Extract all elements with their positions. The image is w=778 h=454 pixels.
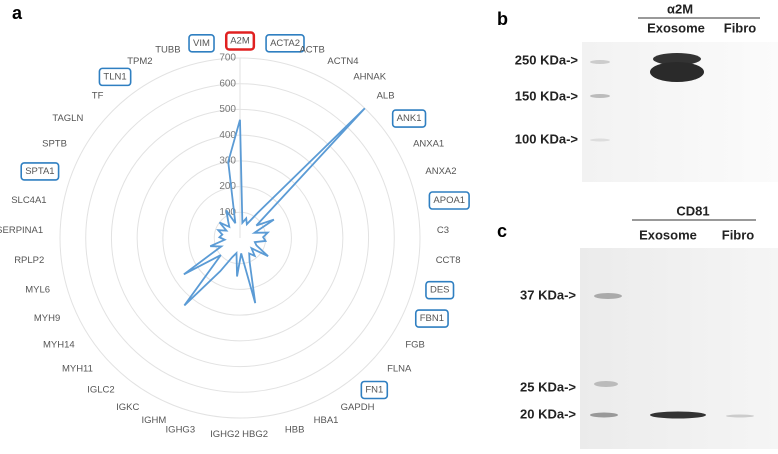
category-label: FBN1 <box>420 313 444 324</box>
category-label: TAGLN <box>52 113 83 124</box>
blot-title: α2M <box>667 1 693 16</box>
category-label: SPTB <box>42 138 67 149</box>
blot <box>580 248 778 449</box>
r-tick-label: 600 <box>219 78 236 89</box>
category-label: DES <box>430 285 450 296</box>
category-label: APOA1 <box>433 195 465 206</box>
category-label: CCT8 <box>436 255 461 266</box>
category-label: ALB <box>377 91 395 102</box>
band <box>590 412 618 418</box>
label-box <box>265 34 305 53</box>
category-label: AHNAK <box>353 71 386 82</box>
band <box>650 62 704 82</box>
radar-line <box>183 107 366 307</box>
category-label: FGB <box>405 340 425 351</box>
r-tick-label: 700 <box>219 53 236 64</box>
category-label: FN1 <box>365 384 383 395</box>
r-tick-label: 200 <box>219 181 236 192</box>
category-label: SERPINA1 <box>0 225 43 236</box>
r-tick-label: 400 <box>219 130 236 141</box>
lane-label: Fibro <box>724 20 757 35</box>
category-label: MYL6 <box>25 285 50 296</box>
band <box>590 60 610 64</box>
marker-label: 37 KDa-> <box>520 287 576 302</box>
category-label: IGHG3 <box>166 424 196 435</box>
panel-label: a <box>12 3 23 23</box>
category-label: TLN1 <box>103 71 126 82</box>
marker-label: 25 KDa-> <box>520 379 576 394</box>
category-label: HBA1 <box>314 415 339 426</box>
r-tick-label: 500 <box>219 104 236 115</box>
category-label: ACTA2 <box>270 38 300 49</box>
label-box <box>391 109 427 128</box>
category-label: MYH11 <box>62 364 93 375</box>
category-label: MYH14 <box>43 340 75 351</box>
category-label: SPTA1 <box>25 166 54 177</box>
band <box>594 293 622 299</box>
category-label: IGHG2 <box>210 429 240 440</box>
lane-label: Fibro <box>722 227 755 242</box>
category-label: VIM <box>193 38 210 49</box>
category-label: ACTN4 <box>327 56 358 67</box>
marker-label: 100 KDa-> <box>515 131 579 146</box>
band <box>594 381 618 387</box>
category-label: SLC4A1 <box>11 195 46 206</box>
category-label: FLNA <box>387 364 412 375</box>
category-label: IGHM <box>142 415 167 426</box>
category-label: ANXA2 <box>425 166 456 177</box>
band <box>726 414 754 418</box>
category-label: IGKC <box>116 402 139 413</box>
category-label: MYH9 <box>34 313 60 324</box>
band <box>590 94 610 98</box>
band <box>590 138 610 142</box>
category-label: A2M <box>230 36 250 47</box>
marker-label: 20 KDa-> <box>520 406 576 421</box>
label-box <box>414 309 449 328</box>
label-box <box>425 280 455 300</box>
label-box <box>20 162 60 181</box>
category-label: ACTB <box>299 45 324 56</box>
category-label: ANXA1 <box>413 138 444 149</box>
category-label: HBB <box>285 424 305 435</box>
category-label: ANK1 <box>397 113 422 124</box>
marker-label: 150 KDa-> <box>515 88 579 103</box>
category-label: GAPDH <box>341 402 375 413</box>
lane-label: Exosome <box>639 227 697 242</box>
band <box>650 411 706 419</box>
label-box <box>224 31 256 51</box>
panel-label: b <box>497 9 508 29</box>
category-label: C3 <box>437 225 449 236</box>
label-box <box>98 67 132 87</box>
label-box <box>188 34 215 53</box>
category-label: RPLP2 <box>14 255 44 266</box>
marker-label: 250 KDa-> <box>515 52 579 67</box>
blot-title: CD81 <box>676 203 709 218</box>
label-box <box>360 380 389 400</box>
lane-label: Exosome <box>647 20 705 35</box>
category-label: HBG2 <box>242 429 268 440</box>
category-label: TF <box>92 91 104 102</box>
category-label: TUBB <box>155 45 180 56</box>
label-box <box>428 191 470 210</box>
category-label: IGLC2 <box>87 384 114 395</box>
panel-label: c <box>497 221 507 241</box>
category-label: TPM2 <box>127 56 152 67</box>
band <box>653 53 701 65</box>
